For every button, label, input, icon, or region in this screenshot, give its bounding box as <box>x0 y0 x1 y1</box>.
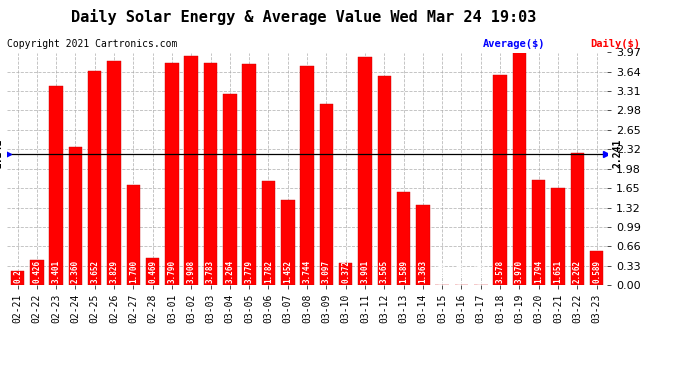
Text: 0.000: 0.000 <box>437 261 446 284</box>
Bar <box>50 86 63 285</box>
Bar <box>513 53 526 285</box>
Bar <box>416 205 430 285</box>
Text: Copyright 2021 Cartronics.com: Copyright 2021 Cartronics.com <box>7 39 177 50</box>
Text: 3.970: 3.970 <box>515 260 524 283</box>
Text: 1.363: 1.363 <box>418 260 427 283</box>
Bar <box>590 251 603 285</box>
Bar <box>262 181 275 285</box>
Bar <box>11 271 24 285</box>
Text: 3.097: 3.097 <box>322 260 331 283</box>
Text: 3.783: 3.783 <box>206 260 215 283</box>
Bar <box>107 61 121 285</box>
Bar <box>126 186 140 285</box>
Bar <box>281 200 295 285</box>
Bar <box>532 180 545 285</box>
Text: 2.241: 2.241 <box>613 139 623 168</box>
Bar <box>358 57 372 285</box>
Text: 0.000: 0.000 <box>476 261 485 284</box>
Bar <box>551 188 564 285</box>
Bar <box>300 66 314 285</box>
Text: 1.700: 1.700 <box>129 260 138 283</box>
Bar <box>339 263 353 285</box>
Text: 3.401: 3.401 <box>52 260 61 283</box>
Text: 3.908: 3.908 <box>187 260 196 283</box>
Text: Daily($): Daily($) <box>590 39 640 50</box>
Bar <box>493 75 507 285</box>
Bar <box>571 153 584 285</box>
Bar <box>242 64 256 285</box>
Text: 3.790: 3.790 <box>168 260 177 283</box>
Text: 0.589: 0.589 <box>592 260 601 283</box>
Bar <box>223 94 237 285</box>
Bar <box>146 258 159 285</box>
Bar <box>88 71 101 285</box>
Text: Average($): Average($) <box>483 39 546 50</box>
Bar <box>69 147 82 285</box>
Text: 0.372: 0.372 <box>341 260 350 283</box>
Bar <box>377 76 391 285</box>
Text: 2.360: 2.360 <box>71 260 80 283</box>
Text: 3.744: 3.744 <box>302 260 312 283</box>
Text: 1.452: 1.452 <box>284 260 293 283</box>
Text: 3.779: 3.779 <box>245 260 254 283</box>
Text: 1.589: 1.589 <box>399 260 408 283</box>
Text: 0.000: 0.000 <box>457 261 466 284</box>
Text: 3.652: 3.652 <box>90 260 99 283</box>
Text: 0.426: 0.426 <box>32 260 41 283</box>
Text: 2.241: 2.241 <box>0 139 3 168</box>
Text: 1.651: 1.651 <box>553 260 562 283</box>
Text: Daily Solar Energy & Average Value Wed Mar 24 19:03: Daily Solar Energy & Average Value Wed M… <box>71 9 536 26</box>
Text: 1.782: 1.782 <box>264 260 273 283</box>
Text: 2.262: 2.262 <box>573 260 582 283</box>
Bar <box>184 56 198 285</box>
Text: 3.565: 3.565 <box>380 260 388 283</box>
Text: 1.794: 1.794 <box>534 260 543 283</box>
Text: 3.264: 3.264 <box>226 260 235 283</box>
Bar <box>30 260 43 285</box>
Bar <box>204 63 217 285</box>
Text: 0.234: 0.234 <box>13 260 22 283</box>
Text: 3.901: 3.901 <box>360 260 369 283</box>
Text: 0.469: 0.469 <box>148 260 157 283</box>
Bar <box>165 63 179 285</box>
Bar <box>319 104 333 285</box>
Text: 3.829: 3.829 <box>110 260 119 283</box>
Bar <box>397 192 411 285</box>
Text: 3.578: 3.578 <box>495 260 504 283</box>
